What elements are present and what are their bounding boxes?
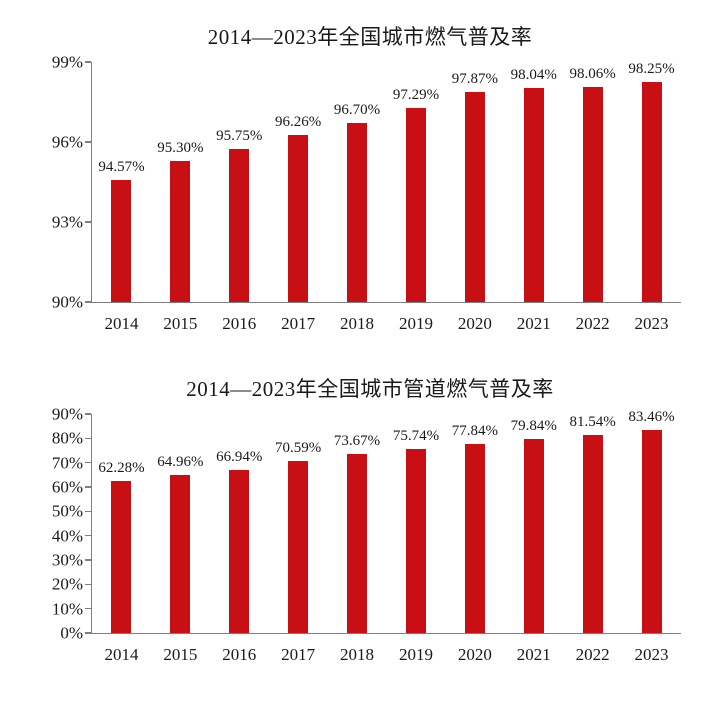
x-tick-label: 2019 bbox=[398, 314, 433, 333]
y-tick-mark bbox=[84, 461, 91, 464]
y-tick-label: 96% bbox=[51, 132, 83, 152]
bar bbox=[641, 82, 662, 302]
bar bbox=[229, 470, 250, 633]
bar bbox=[347, 123, 368, 302]
y-tick-mark bbox=[84, 301, 91, 303]
x-tick-label: 2021 bbox=[516, 645, 551, 664]
y-tick-label: 0% bbox=[60, 623, 83, 643]
y-tick-label: 99% bbox=[51, 52, 83, 72]
y-tick-mark bbox=[84, 607, 91, 610]
x-tick-label: 2021 bbox=[516, 314, 551, 333]
y-tick-mark bbox=[84, 632, 91, 634]
bar bbox=[464, 92, 485, 302]
bar-value-label: 62.28% bbox=[98, 460, 145, 477]
y-tick-mark bbox=[84, 221, 91, 223]
bar-value-label: 95.75% bbox=[216, 127, 263, 144]
bar-value-label: 75.74% bbox=[392, 427, 440, 444]
bar bbox=[405, 107, 426, 302]
pipeline-gas-penetration-chart: 2014—2023年全国城市管道燃气普及率 0% 10% 20% 30% 40% 50% 6… bbox=[0, 352, 728, 704]
bar bbox=[347, 453, 368, 633]
bar bbox=[170, 160, 191, 302]
bar bbox=[523, 87, 544, 302]
bar-value-label: 97.29% bbox=[392, 86, 440, 103]
bar-value-label: 98.25% bbox=[628, 61, 675, 77]
x-tick-label: 2018 bbox=[340, 645, 375, 664]
x-tick-label: 2017 bbox=[281, 645, 316, 664]
bar bbox=[288, 461, 309, 633]
bar-value-label: 95.30% bbox=[157, 139, 204, 156]
bar bbox=[405, 448, 426, 633]
x-tick-label: 2023 bbox=[634, 645, 669, 664]
x-tick-label: 2014 bbox=[104, 314, 139, 333]
bar-value-label: 70.59% bbox=[275, 440, 322, 457]
gas-penetration-chart: 2014—2023年全国城市燃气普及率 90% 93% 96% 99% 94.57% 20… bbox=[52, 25, 681, 332]
y-tick-label: 80% bbox=[51, 428, 83, 448]
y-tick-mark bbox=[84, 413, 91, 415]
y-tick-mark bbox=[84, 437, 91, 440]
y-tick-mark bbox=[84, 141, 91, 143]
bar bbox=[288, 135, 309, 302]
y-tick-label: 60% bbox=[51, 477, 83, 497]
bar-value-label: 96.26% bbox=[275, 114, 322, 131]
x-tick-label: 2022 bbox=[575, 314, 610, 333]
plot-area: 90% 93% 96% 99% 94.57% 2014 95.30% 2015 95.75% 20… bbox=[52, 54, 681, 332]
y-tick-label: 20% bbox=[51, 574, 83, 594]
y-tick-mark bbox=[84, 486, 91, 488]
y-tick-mark bbox=[84, 510, 91, 513]
x-tick-label: 2017 bbox=[281, 314, 316, 333]
y-tick-mark bbox=[84, 559, 91, 561]
x-tick-label: 2019 bbox=[398, 645, 433, 664]
bar bbox=[111, 180, 132, 302]
y-tick-label: 30% bbox=[51, 550, 83, 570]
plot-area: 0% 10% 20% 30% 40% 50% 60% 70% 80% 90% 62.28% 2014 6… bbox=[52, 406, 681, 663]
bar-value-label: 98.06% bbox=[569, 66, 616, 83]
bar-value-label: 83.46% bbox=[628, 408, 675, 425]
bar-value-label: 77.84% bbox=[451, 422, 498, 439]
bar-value-label: 81.54% bbox=[569, 413, 616, 430]
y-tick-mark bbox=[84, 61, 91, 63]
y-tick-mark bbox=[84, 583, 91, 586]
bar-value-label: 79.84% bbox=[510, 417, 557, 434]
x-tick-label: 2015 bbox=[163, 645, 198, 664]
bar bbox=[170, 474, 191, 633]
bar-value-label: 96.70% bbox=[333, 102, 381, 119]
x-tick-label: 2020 bbox=[457, 645, 492, 664]
bar bbox=[523, 438, 544, 633]
x-tick-label: 2018 bbox=[340, 314, 375, 333]
chart-title: 2014—2023年全国城市管道燃气普及率 bbox=[186, 377, 554, 401]
bar-value-label: 98.04% bbox=[510, 66, 557, 83]
y-tick-label: 90% bbox=[51, 404, 83, 424]
x-tick-label: 2020 bbox=[457, 314, 492, 333]
y-tick-label: 50% bbox=[51, 501, 83, 521]
y-tick-label: 40% bbox=[51, 526, 83, 546]
bar bbox=[582, 434, 603, 633]
bar bbox=[229, 148, 250, 302]
x-tick-label: 2023 bbox=[634, 314, 669, 333]
bar-value-label: 73.67% bbox=[333, 432, 381, 449]
x-tick-label: 2022 bbox=[575, 645, 610, 664]
bar-value-label: 66.94% bbox=[216, 449, 263, 466]
y-tick-label: 70% bbox=[51, 453, 83, 473]
y-tick-label: 93% bbox=[51, 212, 83, 232]
bar-value-label: 64.96% bbox=[157, 453, 204, 470]
chart-title: 2014—2023年全国城市燃气普及率 bbox=[207, 25, 533, 49]
y-tick-mark bbox=[84, 534, 91, 537]
y-tick-label: 10% bbox=[51, 599, 83, 619]
y-tick-label: 90% bbox=[51, 292, 83, 312]
bar bbox=[464, 443, 485, 633]
x-tick-label: 2015 bbox=[163, 314, 198, 333]
x-tick-label: 2016 bbox=[222, 314, 257, 333]
bar bbox=[111, 481, 132, 633]
x-tick-label: 2014 bbox=[104, 645, 139, 664]
bar-value-label: 97.87% bbox=[451, 71, 498, 88]
bar-value-label: 94.57% bbox=[98, 159, 145, 176]
x-tick-label: 2016 bbox=[222, 645, 257, 664]
bar bbox=[582, 87, 603, 302]
bar bbox=[641, 429, 662, 633]
